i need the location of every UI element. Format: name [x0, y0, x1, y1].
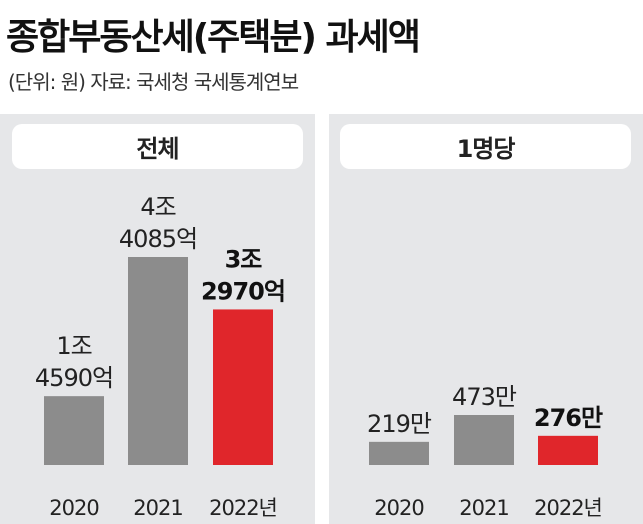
bar-value-label: 4085억	[119, 225, 197, 253]
bar-2021	[128, 257, 188, 465]
bar-2022	[538, 435, 598, 465]
bar-value-label: 473만	[452, 383, 517, 411]
bar-2020	[369, 441, 429, 465]
bar-2020	[44, 396, 104, 465]
panel-total: 전체 1조 4590억 2020 4조 4085억 2021 3조 2970억 2022년	[0, 114, 315, 524]
x-tick-label: 2022년	[534, 496, 602, 520]
panel-per-person-header: 1명당	[340, 124, 631, 169]
panel-per-person: 1명당 219만 2020 473만 2021 276만 2022년	[329, 114, 643, 524]
chart-subtitle: (단위: 원) 자료: 국세청 국세통계연보	[8, 70, 299, 94]
chart-total: 1조 4590억 2020 4조 4085억 2021 3조 2970억 2022년	[35, 193, 286, 520]
x-tick-label: 2020	[49, 496, 98, 520]
x-tick-label: 2021	[133, 496, 182, 520]
bar-value-label: 276만	[534, 404, 603, 432]
bar-2022	[213, 309, 273, 465]
x-tick-label: 2020	[374, 496, 423, 520]
x-tick-label: 2021	[459, 496, 508, 520]
chart-per-person: 219만 2020 473만 2021 276만 2022년	[367, 383, 604, 520]
bar-2021	[454, 415, 514, 465]
chart-title: 종합부동산세(주택분) 과세액	[6, 17, 421, 58]
bar-value-label: 219만	[367, 410, 432, 438]
panel-total-header: 전체	[12, 124, 303, 169]
bar-value-label: 4조	[140, 193, 175, 221]
bar-value-label: 1조	[56, 332, 91, 360]
bar-value-label: 2970억	[201, 277, 285, 305]
bar-value-label: 4590억	[35, 364, 113, 392]
x-tick-label: 2022년	[209, 496, 277, 520]
bar-value-label: 3조	[225, 245, 263, 273]
